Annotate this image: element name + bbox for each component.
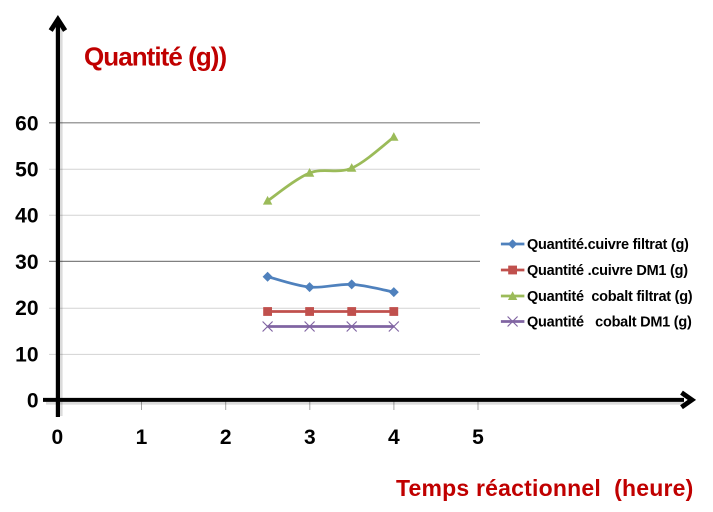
svg-text:1: 1 bbox=[136, 426, 148, 449]
svg-text:Quantité.cuivre filtrat (g): Quantité.cuivre filtrat (g) bbox=[527, 237, 689, 253]
svg-text:3: 3 bbox=[304, 426, 316, 449]
svg-text:Temps réactionnel (heure): Temps réactionnel (heure) bbox=[396, 475, 693, 501]
svg-text:60: 60 bbox=[15, 112, 38, 135]
svg-text:Quantité .cuivre DM1 (g): Quantité .cuivre DM1 (g) bbox=[527, 263, 688, 279]
svg-text:2: 2 bbox=[220, 426, 232, 449]
svg-text:40: 40 bbox=[15, 205, 38, 228]
svg-text:0: 0 bbox=[52, 426, 64, 449]
svg-text:50: 50 bbox=[15, 159, 38, 182]
svg-text:4: 4 bbox=[388, 426, 400, 449]
svg-text:20: 20 bbox=[15, 297, 38, 320]
svg-text:Quantité cobalt DM1 (g): Quantité cobalt DM1 (g) bbox=[527, 315, 692, 331]
svg-text:0: 0 bbox=[27, 389, 39, 412]
svg-text:30: 30 bbox=[15, 251, 38, 274]
svg-text:Quantité cobalt filtrat (g): Quantité cobalt filtrat (g) bbox=[527, 289, 693, 305]
svg-text:Quantité (g)): Quantité (g)) bbox=[84, 41, 226, 71]
svg-text:5: 5 bbox=[472, 426, 484, 449]
svg-text:10: 10 bbox=[15, 343, 38, 366]
